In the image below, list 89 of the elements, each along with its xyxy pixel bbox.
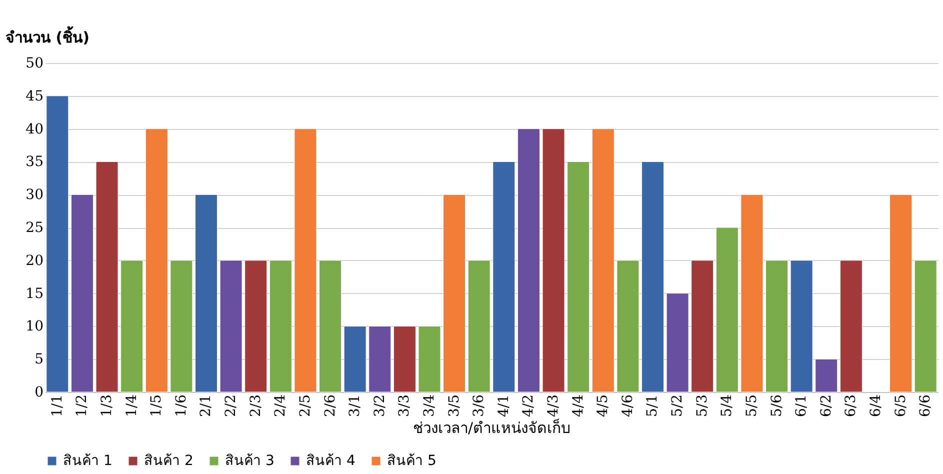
x-tick-label: 6/4 [868, 394, 884, 418]
bar [468, 260, 490, 392]
bar [492, 161, 516, 392]
y-axis-title: จำนวน (ชิ้น) [6, 26, 90, 46]
x-tick-label: 5/6 [768, 394, 785, 418]
bar [145, 128, 168, 392]
bar [815, 358, 838, 392]
x-tick-label: 4/2 [520, 394, 537, 418]
x-tick-label: 3/2 [372, 394, 388, 418]
bar [344, 326, 366, 392]
x-tick-label: 5/3 [694, 394, 710, 418]
x-tick-label: 3/5 [446, 394, 462, 418]
y-tick-label: 0 [34, 384, 44, 400]
x-tick-label: 4/3 [546, 394, 562, 418]
bar [740, 194, 764, 392]
y-tick-label: 30 [26, 187, 44, 204]
y-tick-label: 50 [26, 56, 44, 72]
x-tick-label: 5/2 [670, 394, 686, 418]
x-tick-label: 4/4 [570, 394, 586, 418]
x-tick-label: 2/1 [198, 394, 214, 418]
bar [393, 326, 416, 392]
x-tick-label: 6/6 [918, 394, 934, 418]
x-tick-label: 2/2 [223, 394, 240, 418]
legend-label: สินค้า 4 [306, 453, 356, 469]
x-tick-label: 5/1 [644, 394, 661, 418]
y-tick-label: 25 [26, 220, 44, 236]
x-tick-label: 3/3 [396, 394, 413, 418]
legend-label: สินค้า 3 [225, 453, 274, 469]
bar [666, 293, 689, 392]
bar [244, 260, 268, 392]
bar [443, 194, 466, 392]
bar [170, 260, 193, 392]
x-tick-label: 6/2 [818, 394, 834, 418]
x-tick-label: 6/5 [892, 394, 909, 418]
bar [70, 194, 94, 392]
x-tick-label: 6/3 [843, 394, 860, 418]
bar [96, 161, 118, 392]
bar [319, 260, 342, 392]
legend-label: สินค้า 2 [144, 453, 194, 469]
y-tick-label: 40 [26, 121, 44, 138]
x-tick-label: 1/2 [74, 394, 90, 418]
bar [766, 260, 788, 392]
bar [716, 227, 738, 392]
bar [46, 96, 69, 392]
bar [840, 260, 862, 392]
x-tick-label: 3/1 [347, 394, 364, 418]
bar [641, 161, 664, 392]
legend-label: สินค้า 1 [63, 453, 112, 469]
x-tick-label: 2/3 [248, 394, 264, 418]
x-tick-label: 6/1 [794, 394, 810, 418]
x-axis-title: ช่วงเวลา/ตำแหน่งจัดเก็บ [412, 418, 572, 438]
x-tick-label: 3/4 [421, 394, 438, 418]
legend-label: สินค้า 5 [387, 453, 436, 469]
x-tick-label: 3/6 [471, 394, 488, 418]
bar [517, 128, 540, 392]
x-tick-label: 2/4 [272, 394, 289, 418]
x-tick-label: 4/1 [496, 394, 512, 418]
x-tick-label: 4/5 [595, 394, 612, 418]
y-tick-label: 15 [26, 286, 44, 302]
x-tick-label: 2/6 [322, 394, 338, 418]
y-tick-label: 10 [26, 318, 44, 335]
bar [592, 128, 614, 392]
bar [418, 326, 441, 392]
bar [616, 260, 640, 392]
x-tick-label: 2/5 [297, 394, 314, 418]
x-tick-label: 1/3 [99, 394, 116, 418]
bar [294, 128, 317, 392]
x-tick-label: 1/6 [173, 394, 190, 418]
x-tick-label: 5/5 [744, 394, 760, 418]
bar [914, 260, 937, 392]
x-tick-label: 4/6 [620, 394, 636, 418]
y-tick-label: 5 [34, 352, 44, 368]
bar [269, 260, 292, 392]
bar [220, 260, 242, 392]
bar [567, 161, 590, 392]
bar [120, 260, 144, 392]
bar [790, 260, 813, 392]
x-tick-label: 5/4 [719, 394, 736, 418]
bar [542, 128, 565, 392]
bar [890, 194, 912, 392]
x-tick-label: 1/1 [49, 394, 66, 418]
x-tick-label: 1/4 [124, 394, 140, 418]
x-tick-label: 1/5 [148, 394, 165, 418]
bar [691, 260, 714, 392]
y-tick-label: 45 [26, 88, 44, 104]
y-tick-label: 35 [26, 154, 44, 170]
bar [368, 326, 392, 392]
y-tick-label: 20 [26, 252, 44, 269]
bar [194, 194, 218, 392]
